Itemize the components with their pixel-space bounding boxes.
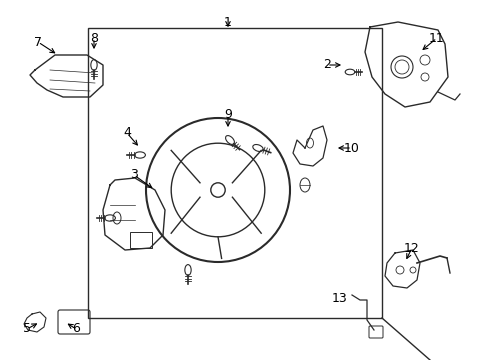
Text: 2: 2 <box>323 58 330 72</box>
Text: 10: 10 <box>344 141 359 154</box>
Text: 13: 13 <box>331 292 347 305</box>
Text: 12: 12 <box>403 242 419 255</box>
Bar <box>130 232 152 248</box>
Text: 4: 4 <box>123 126 131 139</box>
Text: 3: 3 <box>130 168 138 181</box>
Text: 1: 1 <box>224 15 231 28</box>
Text: 6: 6 <box>72 323 80 336</box>
Bar <box>88 28 381 318</box>
Text: 7: 7 <box>34 36 42 49</box>
Text: 5: 5 <box>23 323 31 336</box>
Text: 9: 9 <box>224 108 231 122</box>
Text: 8: 8 <box>90 31 98 45</box>
Text: 11: 11 <box>428 31 444 45</box>
